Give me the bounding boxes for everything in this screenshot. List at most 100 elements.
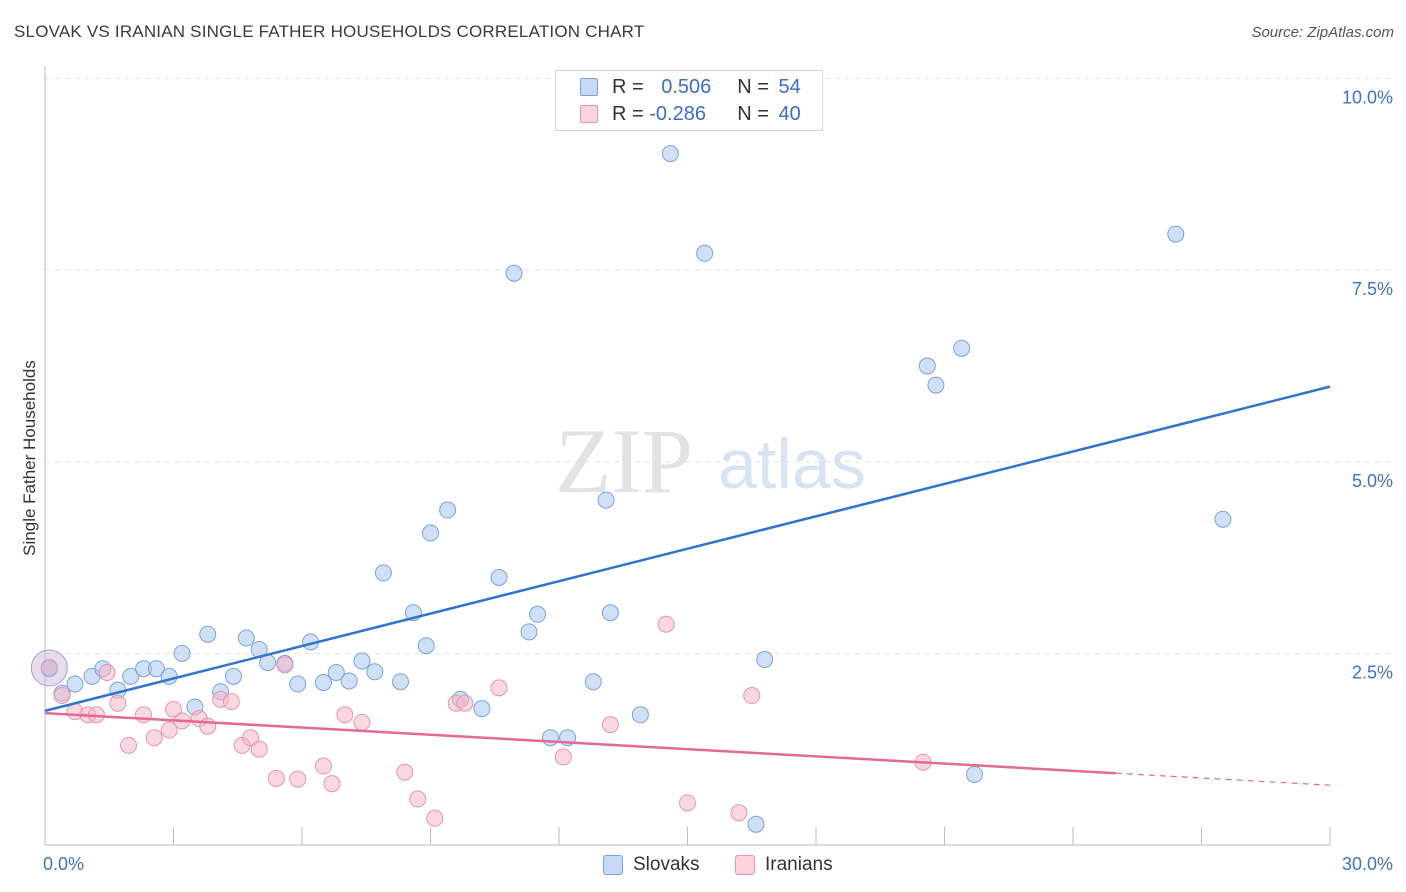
- bottom-legend-iranians: Iranians: [735, 853, 833, 877]
- legend-swatch-slovaks: [580, 78, 598, 96]
- slovak-point: [353, 652, 371, 670]
- slovak-point: [541, 729, 559, 747]
- y-tick-label: 2.5%: [1352, 662, 1393, 682]
- slovak-point: [601, 604, 619, 622]
- slovak-point: [696, 244, 714, 262]
- slovak-point: [237, 629, 255, 647]
- watermark-zip: ZIP: [555, 410, 693, 512]
- slovak-point: [965, 765, 983, 783]
- iranian-point: [426, 809, 444, 827]
- iranian-point: [165, 700, 182, 718]
- legend-n-label: N =: [737, 75, 775, 98]
- slovak-point: [422, 524, 439, 542]
- iranian-point: [353, 713, 371, 731]
- chart-title: SLOVAK VS IRANIAN SINGLE FATHER HOUSEHOL…: [14, 22, 645, 41]
- correlation-legend: R = 0.506 N = 54 R = -0.286 N = 40: [555, 70, 823, 131]
- iranian-point: [160, 721, 178, 739]
- slovak-point: [927, 376, 945, 394]
- slovak-point: [224, 667, 242, 685]
- legend-n-value: 54: [778, 75, 801, 98]
- slovak-point: [584, 673, 602, 691]
- watermark: ZIP atlas: [555, 410, 866, 512]
- slovak-point: [529, 605, 547, 623]
- iranian-point: [109, 694, 127, 712]
- x-tick-label: 0.0%: [43, 854, 84, 874]
- iranian-point: [490, 679, 508, 697]
- iranian-point: [679, 794, 696, 812]
- slovak-point: [597, 491, 615, 509]
- iranian-point: [336, 706, 354, 724]
- slovak-point: [661, 145, 679, 163]
- legend-swatch-iranians: [580, 105, 598, 123]
- cluster-point: [30, 649, 68, 687]
- legend-row-slovaks: R = 0.506 N = 54: [580, 75, 801, 99]
- legend-r-value: -0.286: [649, 102, 706, 125]
- x-tick-labels: 0.0% 30.0%: [43, 854, 1393, 874]
- iranian-point: [730, 804, 748, 822]
- slovak-point: [66, 675, 84, 693]
- slovak-point: [289, 675, 307, 693]
- slovak-point: [366, 663, 384, 681]
- iranian-point: [199, 717, 217, 735]
- iranian-point: [456, 694, 474, 712]
- bottom-legend-slovaks: Slovaks: [603, 853, 700, 877]
- iranian-point: [135, 706, 153, 724]
- iranian-trend-line: [44, 711, 1116, 775]
- y-tick-labels: 2.5% 5.0% 7.5% 10.0%: [1342, 88, 1393, 683]
- iranian-point: [289, 770, 307, 788]
- slovak-point: [340, 672, 358, 690]
- slovak-point: [747, 815, 765, 833]
- y-tick-label: 5.0%: [1352, 471, 1393, 491]
- y-tick-label: 10.0%: [1342, 88, 1393, 108]
- gridlines: [45, 78, 1393, 654]
- bottom-legend-label-slovaks: Slovaks: [633, 854, 700, 875]
- slovak-trend-line: [44, 385, 1331, 713]
- iranian-point: [314, 757, 332, 775]
- legend-r-value: 0.506: [661, 75, 712, 98]
- slovak-point: [122, 667, 140, 685]
- slovak-point: [490, 568, 508, 586]
- slovak-point: [473, 700, 491, 718]
- bottom-legend-label-iranians: Iranians: [765, 854, 833, 875]
- iranian-point: [323, 775, 341, 793]
- slovak-point: [631, 706, 649, 724]
- iranian-point: [396, 763, 414, 781]
- legend-n-value: 40: [778, 102, 801, 125]
- slovak-point: [918, 357, 936, 375]
- iranian-point: [601, 716, 619, 734]
- legend-r-label: R =: [612, 75, 650, 98]
- iranian-point: [222, 693, 240, 711]
- slovak-point: [505, 264, 523, 282]
- slovak-point: [374, 564, 392, 582]
- axes: [44, 66, 1331, 846]
- slovak-point: [327, 664, 345, 682]
- legend-r-label: R =: [612, 102, 650, 125]
- bottom-legend-swatch-iranians: [735, 855, 755, 875]
- trend-lines: [44, 385, 1331, 786]
- source-label: Source: ZipAtlas.com: [1251, 24, 1394, 41]
- iranian-point: [657, 615, 675, 633]
- slovak-point: [147, 660, 165, 678]
- iranian-point: [267, 769, 285, 787]
- legend-n-label: N =: [737, 102, 775, 125]
- slovak-point: [392, 673, 410, 691]
- iranian-point: [250, 740, 268, 758]
- iranian-point: [276, 656, 294, 674]
- slovak-point: [520, 623, 538, 641]
- slovak-point: [417, 637, 435, 655]
- x-tick-label: 30.0%: [1342, 854, 1393, 874]
- watermark-atlas: atlas: [718, 425, 866, 503]
- iranian-point: [120, 736, 138, 754]
- slovak-point: [1214, 510, 1232, 528]
- iranian-trend-extension: [1115, 772, 1331, 786]
- slovak-point: [199, 625, 217, 643]
- iranian-point: [242, 729, 260, 747]
- slovak-point: [439, 501, 457, 519]
- iranian-point: [743, 687, 761, 705]
- iranian-point: [53, 687, 71, 705]
- slovak-point: [1167, 225, 1185, 243]
- iranian-point: [98, 664, 116, 682]
- slovak-point: [756, 651, 774, 669]
- iranian-point: [145, 729, 163, 747]
- bottom-legend-swatch-slovaks: [603, 855, 623, 875]
